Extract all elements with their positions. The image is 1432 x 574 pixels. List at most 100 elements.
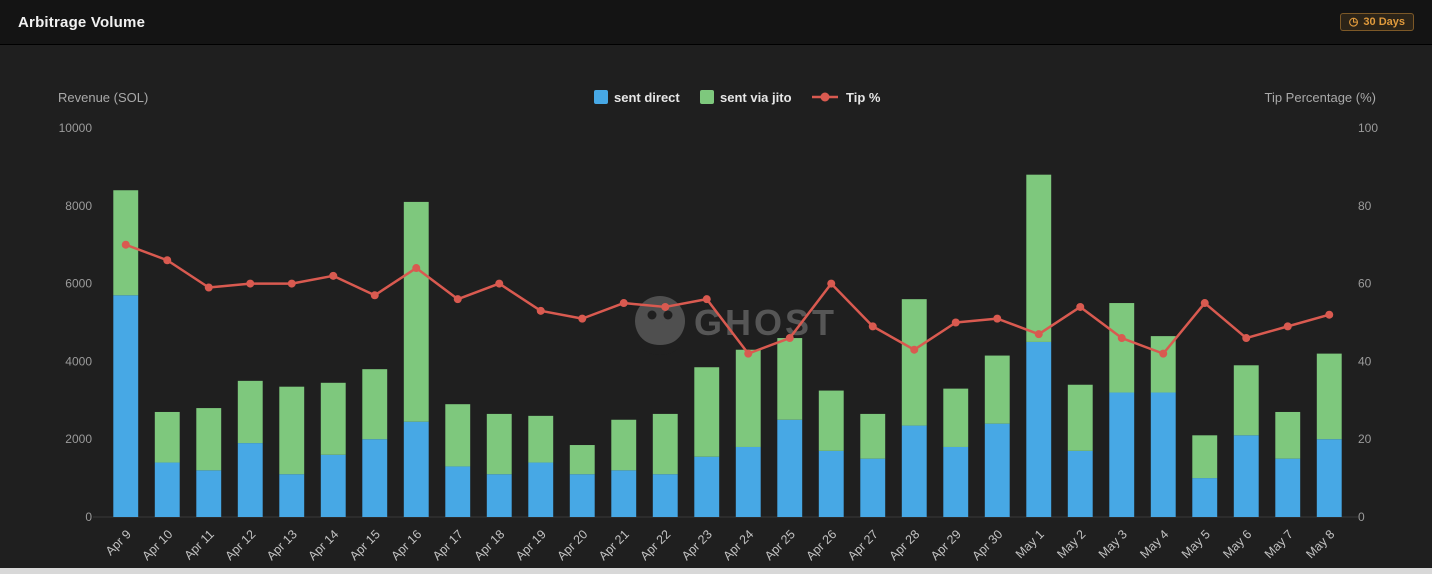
tip-pct-point[interactable]: [329, 271, 338, 280]
bar-sent-via-jito[interactable]: [320, 382, 346, 455]
bar-sent-direct[interactable]: [196, 470, 222, 517]
tip-pct-point[interactable]: [204, 283, 213, 292]
bar-sent-via-jito[interactable]: [777, 338, 803, 420]
bar-sent-via-jito[interactable]: [1233, 365, 1259, 436]
bar-sent-via-jito[interactable]: [1026, 174, 1052, 342]
legend-item-sent-direct[interactable]: sent direct: [594, 90, 680, 105]
bar-sent-direct[interactable]: [403, 421, 429, 517]
bar-sent-via-jito[interactable]: [362, 369, 388, 440]
chart-svg[interactable]: Revenue (SOL) Tip Percentage (%) 0 2000 4000…: [0, 45, 1432, 568]
bar-sent-via-jito[interactable]: [279, 386, 305, 475]
bar-sent-direct[interactable]: [777, 419, 803, 517]
tip-pct-point[interactable]: [287, 279, 296, 288]
tip-pct-point[interactable]: [1117, 334, 1126, 343]
bar-sent-direct[interactable]: [984, 423, 1010, 517]
bar-sent-via-jito[interactable]: [694, 367, 720, 457]
bar-sent-direct[interactable]: [1026, 341, 1052, 517]
legend-item-sent-via-jito[interactable]: sent via jito: [700, 90, 792, 105]
bar-sent-via-jito[interactable]: [1109, 303, 1135, 393]
tip-pct-point[interactable]: [785, 334, 794, 343]
bar-sent-direct[interactable]: [154, 462, 180, 517]
bar-sent-via-jito[interactable]: [611, 419, 637, 471]
bar-sent-via-jito[interactable]: [569, 445, 595, 475]
tip-pct-point[interactable]: [619, 299, 628, 308]
bar-sent-via-jito[interactable]: [196, 408, 222, 471]
tip-pct-point[interactable]: [370, 291, 379, 300]
x-tick-label: Apr 16: [388, 527, 424, 563]
bar-sent-direct[interactable]: [1109, 392, 1135, 517]
bar-sent-direct[interactable]: [528, 462, 554, 517]
tip-pct-point[interactable]: [1242, 334, 1251, 343]
bar-sent-via-jito[interactable]: [735, 349, 761, 447]
bar-sent-via-jito[interactable]: [486, 413, 512, 475]
tip-pct-point[interactable]: [1325, 310, 1334, 319]
bar-sent-direct[interactable]: [943, 446, 969, 517]
bar-sent-direct[interactable]: [1275, 458, 1301, 517]
bar-sent-direct[interactable]: [860, 458, 886, 517]
x-tick-label: Apr 13: [264, 527, 300, 563]
tip-pct-point[interactable]: [453, 295, 462, 304]
tip-pct-point[interactable]: [246, 279, 255, 288]
bar-sent-direct[interactable]: [735, 446, 761, 517]
bar-sent-direct[interactable]: [1192, 478, 1218, 517]
tip-pct-point[interactable]: [827, 279, 836, 288]
bar-sent-via-jito[interactable]: [1275, 411, 1301, 459]
legend-item-tip-pct[interactable]: Tip %: [812, 90, 881, 105]
tip-pct-point[interactable]: [1159, 349, 1168, 358]
tip-pct-point[interactable]: [536, 306, 545, 315]
bar-sent-direct[interactable]: [611, 470, 637, 517]
tip-pct-point[interactable]: [1283, 322, 1292, 331]
bar-sent-direct[interactable]: [1067, 450, 1093, 517]
tip-pct-point[interactable]: [910, 345, 919, 354]
bar-sent-via-jito[interactable]: [1316, 353, 1342, 440]
bar-sent-direct[interactable]: [320, 454, 346, 517]
tip-pct-point[interactable]: [121, 240, 130, 249]
bar-sent-direct[interactable]: [362, 439, 388, 517]
bar-sent-direct[interactable]: [818, 450, 844, 517]
bar-sent-direct[interactable]: [113, 295, 139, 517]
x-tick-label: May 7: [1262, 527, 1296, 561]
tip-pct-point[interactable]: [1200, 299, 1209, 308]
bar-sent-via-jito[interactable]: [237, 380, 263, 444]
tip-pct-point[interactable]: [951, 318, 960, 327]
bar-sent-via-jito[interactable]: [403, 201, 429, 422]
bar-sent-via-jito[interactable]: [528, 415, 554, 463]
bar-sent-via-jito[interactable]: [1067, 384, 1093, 451]
tip-pct-point[interactable]: [661, 302, 670, 311]
bar-sent-via-jito[interactable]: [154, 411, 180, 463]
tip-pct-point[interactable]: [495, 279, 504, 288]
bar-sent-via-jito[interactable]: [860, 413, 886, 459]
bar-sent-direct[interactable]: [1316, 439, 1342, 517]
bar-sent-direct[interactable]: [569, 474, 595, 517]
bar-sent-direct[interactable]: [486, 474, 512, 517]
tip-pct-point[interactable]: [163, 256, 172, 265]
bar-sent-via-jito[interactable]: [1150, 336, 1176, 393]
bar-sent-via-jito[interactable]: [445, 404, 471, 467]
bar-sent-direct[interactable]: [279, 474, 305, 517]
bar-sent-direct[interactable]: [652, 474, 678, 517]
bar-sent-via-jito[interactable]: [943, 388, 969, 447]
bar-sent-direct[interactable]: [1233, 435, 1259, 517]
days-range-badge[interactable]: ◷ 30 Days: [1339, 13, 1414, 31]
y-right-tick-label: 100: [1358, 121, 1378, 135]
tip-pct-point[interactable]: [702, 295, 711, 304]
bar-sent-direct[interactable]: [1150, 392, 1176, 517]
tip-pct-point[interactable]: [993, 314, 1002, 323]
chart-area[interactable]: Revenue (SOL) Tip Percentage (%) 0 2000 4000…: [0, 45, 1432, 568]
bar-sent-via-jito[interactable]: [818, 390, 844, 451]
tip-pct-point[interactable]: [1076, 302, 1085, 311]
bar-sent-via-jito[interactable]: [901, 299, 927, 426]
bar-sent-direct[interactable]: [694, 456, 720, 517]
bar-sent-direct[interactable]: [237, 443, 263, 517]
tip-pct-point[interactable]: [744, 349, 753, 358]
tip-pct-point[interactable]: [412, 264, 421, 273]
bar-sent-direct[interactable]: [445, 466, 471, 517]
tip-pct-point[interactable]: [1034, 330, 1043, 339]
bar-sent-via-jito[interactable]: [1192, 435, 1218, 479]
ghost-eye-right: [663, 310, 673, 320]
bar-sent-via-jito[interactable]: [652, 413, 678, 475]
tip-pct-point[interactable]: [868, 322, 877, 331]
bar-sent-via-jito[interactable]: [984, 355, 1010, 424]
tip-pct-point[interactable]: [578, 314, 587, 323]
bar-sent-direct[interactable]: [901, 425, 927, 517]
